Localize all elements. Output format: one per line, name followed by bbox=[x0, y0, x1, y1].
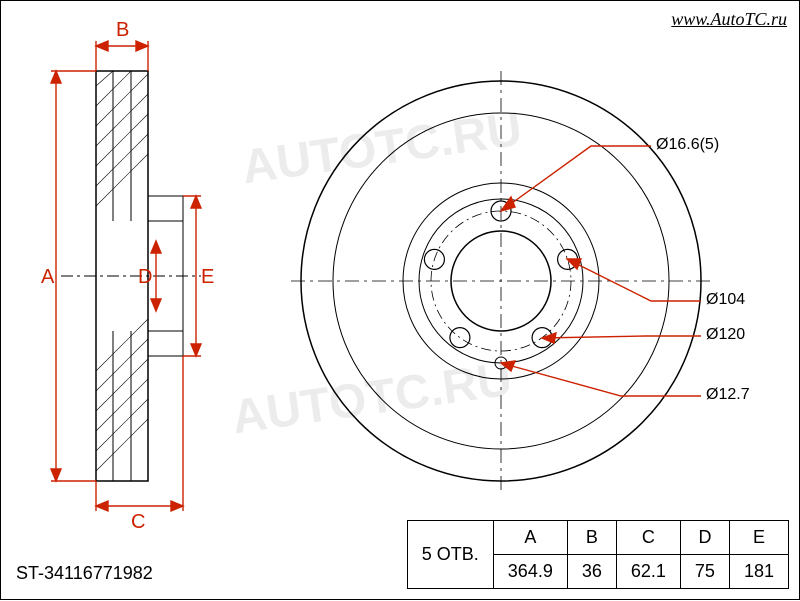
dim-label-A: A bbox=[41, 266, 54, 289]
dimension-table: 5 ОТВ. A B C D E 364.9 36 62.1 75 181 bbox=[407, 520, 789, 589]
table-header: B bbox=[567, 521, 616, 555]
dim-label-B: B bbox=[116, 19, 129, 42]
dim-label-C: C bbox=[131, 511, 145, 534]
table-value: 62.1 bbox=[616, 555, 680, 589]
part-number: ST-34116771982 bbox=[16, 563, 153, 584]
table-value: 36 bbox=[567, 555, 616, 589]
annotation-d4: Ø12.7 bbox=[706, 386, 750, 404]
technical-drawing bbox=[1, 1, 800, 601]
holes-count: 5 ОТВ. bbox=[407, 521, 493, 589]
dim-label-E: E bbox=[201, 266, 214, 289]
table-header: A bbox=[493, 521, 567, 555]
leader-lines bbox=[501, 146, 701, 396]
diagram-container: AUTOTC.RU AUTOTC.RU www.AutoTC.ru bbox=[0, 0, 800, 600]
annotation-d3: Ø120 bbox=[706, 326, 745, 344]
table-value: 364.9 bbox=[493, 555, 567, 589]
table-header: E bbox=[729, 521, 788, 555]
front-view bbox=[291, 71, 711, 491]
annotation-d2: Ø104 bbox=[706, 291, 745, 309]
dim-label-D: D bbox=[138, 266, 152, 289]
annotation-d1: Ø16.6(5) bbox=[656, 136, 719, 154]
table-header: C bbox=[616, 521, 680, 555]
table-header: D bbox=[680, 521, 729, 555]
table-value: 75 bbox=[680, 555, 729, 589]
side-view bbox=[61, 71, 201, 481]
table-value: 181 bbox=[729, 555, 788, 589]
